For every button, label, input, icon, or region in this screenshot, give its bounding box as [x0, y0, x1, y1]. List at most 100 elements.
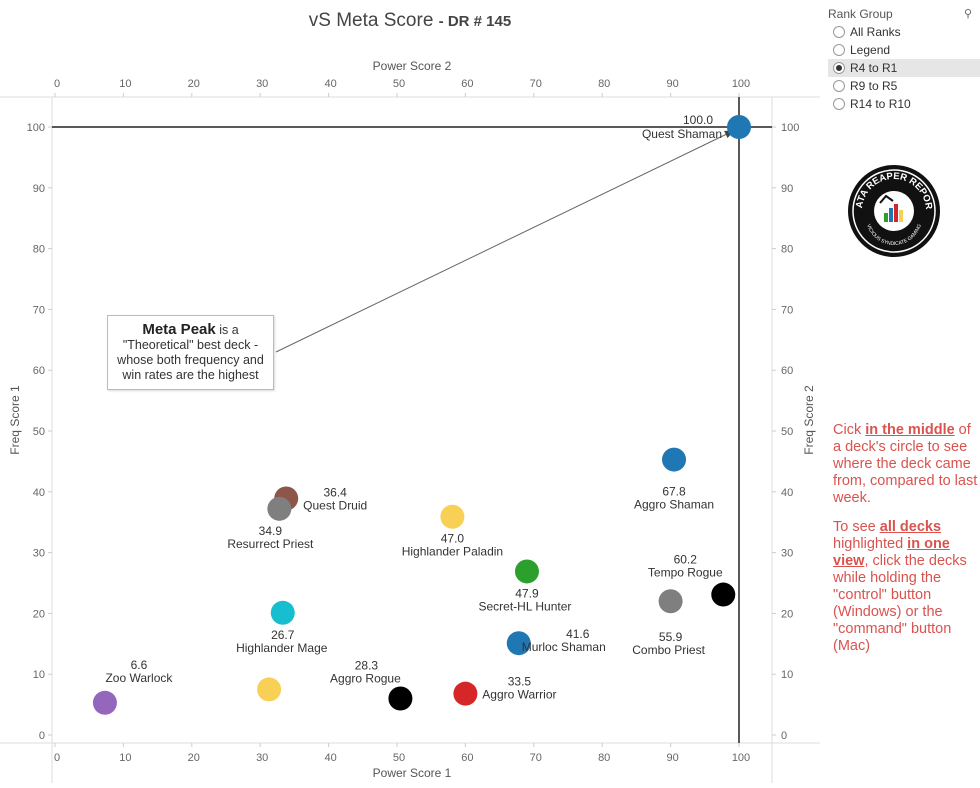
- rank-option-2[interactable]: Legend: [828, 41, 980, 59]
- x-bottom-tick-label: 70: [530, 752, 542, 764]
- y-right-tick-label: 20: [781, 608, 793, 620]
- point-score-label: 47.9: [515, 586, 539, 600]
- point-aggro-rogue: [388, 686, 413, 711]
- data-reaper-logo: DATA REAPER REPORT VICIOUS SYNDICATE GAM…: [843, 155, 942, 259]
- point-unlabeled-10: [257, 677, 282, 702]
- x-top-tick-label: 60: [461, 78, 473, 90]
- meta-peak-callout: Meta Peak is a "Theoretical" best deck -…: [107, 315, 274, 390]
- radio-button-icon[interactable]: [833, 80, 845, 92]
- instructions-p2: To see all decks highlighted in one view…: [833, 519, 978, 655]
- y-left-tick-label: 0: [39, 730, 45, 742]
- point-name-label: Quest Druid: [303, 498, 367, 512]
- point-name-label: Tempo Rogue: [648, 566, 723, 580]
- instr-p2-e: , click the decks while holding the "con…: [833, 553, 967, 654]
- y-left-tick-label: 30: [33, 548, 45, 560]
- radio-button-icon[interactable]: [833, 44, 845, 56]
- point-highlander-paladin: [440, 504, 465, 529]
- y-right-tick-label: 60: [781, 365, 793, 377]
- point-score-label: 55.9: [659, 630, 683, 644]
- point-score-label: 67.8: [662, 485, 686, 499]
- x-top-tick-label: 70: [530, 78, 542, 90]
- x-top-tick-label: 100: [732, 78, 750, 90]
- filter-header: Rank Group ⚲: [828, 6, 980, 23]
- search-icon[interactable]: ⚲: [963, 8, 972, 20]
- rank-option-5[interactable]: R14 to R10: [828, 95, 980, 113]
- x-bottom-tick-label: 90: [666, 752, 678, 764]
- point-resurrect-priest: [267, 496, 292, 521]
- x-bottom-tick-label: 20: [188, 752, 200, 764]
- point-combo-priest: [658, 589, 683, 614]
- radio-button-icon[interactable]: [833, 98, 845, 110]
- point-name-label: Highlander Mage: [236, 641, 328, 655]
- x-bottom-tick-label: 40: [324, 752, 336, 764]
- y-left-tick-label: 100: [27, 122, 45, 134]
- point-name-label: Aggro Rogue: [330, 672, 401, 686]
- x-bottom-tick-label: 50: [393, 752, 405, 764]
- x-bottom-axis-title: Power Score 1: [373, 766, 452, 780]
- instructions-p1: Cick in the middle of a deck's circle to…: [833, 422, 978, 507]
- rank-option-label: R14 to R10: [850, 97, 911, 111]
- x-top-tick-label: 90: [666, 78, 678, 90]
- point-aggro-warrior: [453, 681, 478, 706]
- x-bottom-tick-label: 100: [732, 752, 750, 764]
- point-score-label: 28.3: [355, 659, 379, 673]
- y-left-tick-label: 20: [33, 608, 45, 620]
- y-left-tick-label: 90: [33, 183, 45, 195]
- y-left-tick-label: 60: [33, 365, 45, 377]
- instr-p2-c: highlighted: [833, 536, 908, 552]
- instr-p2-b: all decks: [879, 519, 942, 535]
- point-quest-shaman: [727, 115, 751, 139]
- rank-option-label: R9 to R5: [850, 79, 898, 93]
- scatter-chart: 0 0 10 10 20 20 30 30 40 40 50 50 60 60 70 70 80 80 90 90 10…: [0, 59, 820, 783]
- radio-button-icon[interactable]: [833, 26, 845, 38]
- point-name-label: Murloc Shaman: [522, 640, 606, 654]
- y-left-tick-label: 80: [33, 244, 45, 256]
- point-secret-hl-hunter: [514, 559, 539, 584]
- x-bottom-tick-label: 30: [256, 752, 268, 764]
- y-right-tick-label: 100: [781, 122, 799, 134]
- filter-title: Rank Group: [828, 7, 893, 21]
- y-right-tick-label: 70: [781, 304, 793, 316]
- callout-line4: win rates are the highest: [122, 368, 259, 382]
- point-score-label: 34.9: [259, 524, 283, 538]
- callout-line2: "Theoretical" best deck -: [122, 338, 259, 352]
- rank-option-4[interactable]: R9 to R5: [828, 77, 980, 95]
- rank-option-1[interactable]: All Ranks: [828, 23, 980, 41]
- point-highlander-mage: [270, 600, 295, 625]
- point-zoo-warlock: [92, 690, 117, 715]
- point-name-label: Quest Shaman: [642, 127, 722, 141]
- chart-title-main: vS Meta Score: [308, 10, 434, 31]
- y-right-tick-label: 30: [781, 548, 793, 560]
- y-right-tick-label: 50: [781, 426, 793, 438]
- point-name-label: Resurrect Priest: [227, 537, 314, 551]
- instructions-panel: Cick in the middle of a deck's circle to…: [833, 422, 978, 667]
- x-top-tick-label: 50: [393, 78, 405, 90]
- y-left-tick-label: 10: [33, 669, 45, 681]
- y-right-tick-label: 40: [781, 487, 793, 499]
- radio-button-icon[interactable]: [833, 62, 845, 74]
- point-score-label: 60.2: [674, 553, 698, 567]
- instr-p2-d: in one view: [833, 536, 950, 569]
- logo-badge-icon: DATA REAPER REPORT VICIOUS SYNDICATE GAM…: [843, 155, 940, 257]
- x-top-tick-label: 80: [598, 78, 610, 90]
- instr-p2-a: To see: [833, 519, 880, 535]
- x-top-tick-label: 30: [256, 78, 268, 90]
- callout-bold: Meta Peak: [142, 321, 216, 338]
- callout-rest: is a: [215, 323, 239, 337]
- point-name-label: Highlander Paladin: [402, 545, 503, 559]
- rank-option-label: All Ranks: [850, 25, 901, 39]
- y-left-tick-label: 40: [33, 487, 45, 499]
- rank-group-filter: Rank Group ⚲ All Ranks Legend R4 to R1 R9 t…: [828, 6, 980, 113]
- x-top-tick-label: 10: [119, 78, 131, 90]
- instr-p1-a: Cick: [833, 422, 866, 438]
- callout-line3: whose both frequency and: [117, 353, 264, 367]
- point-murloc-shaman: [506, 631, 531, 656]
- rank-option-3[interactable]: R4 to R1: [828, 59, 980, 77]
- x-top-axis-title: Power Score 2: [373, 59, 452, 73]
- y-left-tick-label: 70: [33, 304, 45, 316]
- point-aggro-shaman: [662, 447, 687, 472]
- point-score-label: 26.7: [271, 628, 295, 642]
- y-right-tick-label: 0: [781, 730, 787, 742]
- point-score-label: 41.6: [566, 627, 590, 641]
- y-left-axis-title: Freq Score 1: [8, 385, 22, 455]
